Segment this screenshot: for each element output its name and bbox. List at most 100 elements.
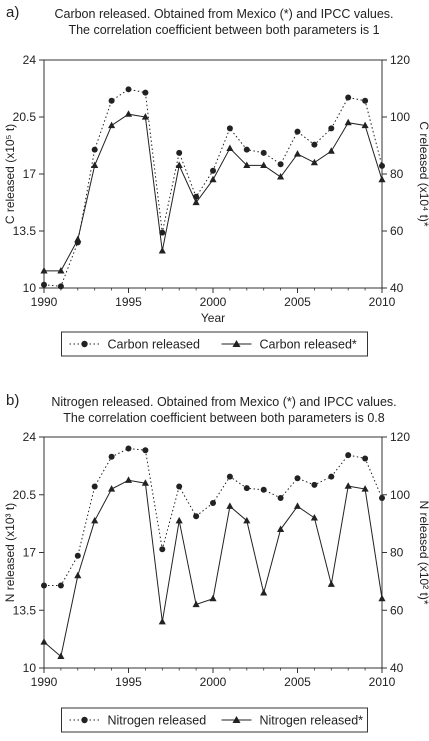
panel-a-series-2-point xyxy=(226,144,234,151)
panel-b-y-left-tick-label: 17 xyxy=(23,546,37,560)
panel-b-plot-frame xyxy=(43,436,383,669)
panel-b-series-1-point xyxy=(74,552,81,559)
panel-a-series-2-point xyxy=(293,150,302,157)
panel-a-x-tick-label: 2010 xyxy=(369,295,396,309)
panel-a-series-1-point xyxy=(294,128,301,135)
panel-a-series-2-point xyxy=(91,161,99,169)
panel-a-y-right-label: C released (x10⁴ t)* xyxy=(417,121,429,227)
panel-a-letter: a) xyxy=(6,4,20,21)
panel-b-x-tick-label: 2000 xyxy=(200,675,227,689)
panel-b-series-1-point xyxy=(311,481,318,488)
panel-b-letter: b) xyxy=(6,392,20,409)
panel-a-series-1-point xyxy=(91,146,98,153)
panel-a-series-2-point xyxy=(74,235,82,243)
panel-a-series-1-point xyxy=(226,125,233,132)
panel-a-y-left-tick-label: 24 xyxy=(23,53,37,67)
panel-a-plot-frame xyxy=(43,59,383,289)
panel-b-legend-swatch-circle xyxy=(81,716,88,724)
panel-a-title-line2: The correlation coefficient between both… xyxy=(68,23,380,37)
panel-a-series-2-point xyxy=(108,121,116,129)
panel-a-x-axis-label: Year xyxy=(201,311,225,325)
panel-b-y-left-tick-label: 24 xyxy=(23,430,37,444)
panel-b-series-1-point xyxy=(328,473,335,480)
panel-a-series-2-point xyxy=(361,121,369,129)
panel-a-series-1-point xyxy=(159,229,166,236)
panel-b-series-2-point xyxy=(226,502,234,509)
panel-b-series-1-point xyxy=(57,582,64,589)
panel-a-y-left-label: C released (x10⁵ t) xyxy=(3,124,17,224)
panel-a-series-2-point xyxy=(141,113,149,120)
panel-a-y-right-tick-label: 80 xyxy=(390,167,404,181)
panel-b-series-2-point xyxy=(175,516,183,524)
panel-b-y-right-label: N released (x10² t)* xyxy=(417,500,429,604)
panel-a-legend xyxy=(61,331,368,357)
panel-b-series-2-point xyxy=(310,513,318,521)
panel-a-series-2-point xyxy=(277,172,285,180)
panel-a-series-1-point xyxy=(379,162,385,169)
panel-b-series-2-point xyxy=(243,516,251,524)
panel-a-series-1-point xyxy=(142,89,149,96)
panel-a-series-1-point xyxy=(57,283,64,290)
panel-a-x-tick-label: 2005 xyxy=(284,295,311,309)
panel-b-series-2-point xyxy=(209,594,217,602)
panel-a-series-1-point xyxy=(362,97,369,104)
panel-b-series-1-point xyxy=(193,513,200,520)
panel-a-series-2-point xyxy=(378,175,386,183)
panel-a-series-2-point xyxy=(327,147,335,154)
panel-b-series-2-line xyxy=(43,479,383,658)
panel-b-series-2-point xyxy=(91,516,99,524)
panel-a-series-2-point xyxy=(243,161,251,169)
panel-a-y-right-tick-label: 120 xyxy=(390,53,410,67)
panel-a-series-1-point xyxy=(328,125,335,132)
panel-b-series-1-point xyxy=(210,500,216,506)
panel-a-series-1-point xyxy=(210,167,216,174)
panel-b-x-tick-label: 1995 xyxy=(115,675,142,689)
panel-b-legend-swatch-triangle xyxy=(232,716,241,723)
panel-b-title-line1: Nitrogen released. Obtained from Mexico … xyxy=(51,395,397,409)
panel-b-series-2-point xyxy=(277,525,285,532)
panel-b-series-1-point xyxy=(108,453,115,460)
panel-a-y-right-tick-label: 60 xyxy=(390,224,404,238)
panel-a-series-2-point xyxy=(175,161,183,169)
panel-b-y-right-tick-label: 100 xyxy=(390,488,410,502)
panel-b-series-1-point xyxy=(159,546,166,553)
panel-a-y-right-tick-label: 40 xyxy=(390,281,404,295)
panel-a-series-2-point xyxy=(40,267,48,274)
panel-b-series-2-point xyxy=(344,482,352,489)
panel-a-y-left-tick-label: 10 xyxy=(23,281,37,295)
panel-b-series-2-point xyxy=(192,600,200,608)
panel-a-series-2-point xyxy=(260,161,268,169)
panel-a-series-1-point xyxy=(260,149,267,156)
panel-a-series-2-line xyxy=(44,113,383,272)
panel-a-y-left-tick-label: 13.5 xyxy=(13,224,37,238)
panel-b-y-right-tick-label: 80 xyxy=(390,546,404,560)
panel-a-legend-swatch-circle xyxy=(81,340,88,348)
panel-b-series-2-point xyxy=(57,652,65,660)
panel-b-series-1-point xyxy=(41,582,47,589)
panel-a-legend-label-2: Carbon released* xyxy=(260,338,357,352)
panel-a-series-2-point xyxy=(310,158,318,166)
panel-b-y-left-label: N released (x10³ t) xyxy=(3,503,17,602)
panel-a-series-2-point xyxy=(192,198,200,206)
panel-b-series-1-point xyxy=(362,455,369,462)
panel-b-series-1-point xyxy=(91,483,98,490)
panel-b-x-tick-label: 1990 xyxy=(31,675,58,689)
panel-b-y-left-tick-label: 10 xyxy=(23,661,37,675)
panel-b-series-2-point xyxy=(124,476,133,483)
panel-b-series-1-point xyxy=(379,495,385,502)
panel-b-series-1-point xyxy=(176,483,183,490)
panel-a-series-2-point xyxy=(57,267,65,274)
panel-a-title-line1: Carbon released. Obtained from Mexico (*… xyxy=(54,7,394,21)
panel-b-y-right-tick-label: 120 xyxy=(390,430,410,444)
panel-a-series-1-point xyxy=(277,161,284,168)
panel-b-series-2-point xyxy=(293,502,302,509)
panel-a-series-2-point xyxy=(209,175,217,183)
panel-b-x-tick-label: 2005 xyxy=(284,675,311,689)
panel-b-series-1-point xyxy=(243,485,250,492)
panel-a-legend-swatch-triangle xyxy=(232,340,241,347)
panel-b-y-left-tick-label: 13.5 xyxy=(13,603,37,617)
panel-b-series-2-point xyxy=(378,594,386,602)
panel-a-series-2-point xyxy=(124,110,133,117)
panel-a-series-1-line xyxy=(43,88,383,287)
panel-a-series-2-point xyxy=(158,247,166,254)
